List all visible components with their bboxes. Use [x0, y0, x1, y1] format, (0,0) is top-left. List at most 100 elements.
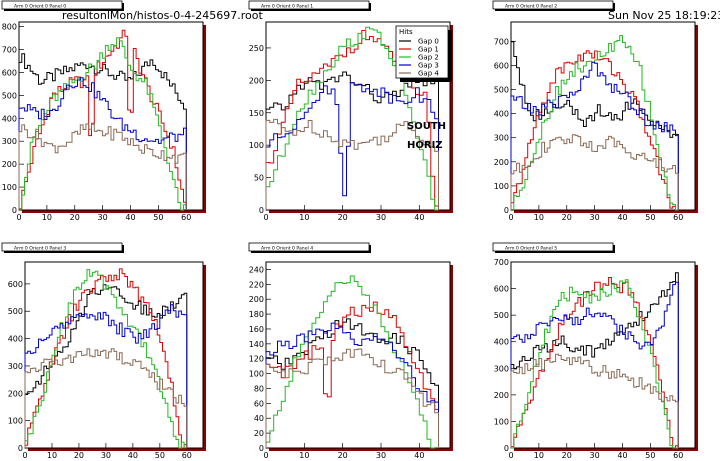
series-gap-4: [24, 348, 188, 448]
y-tick-label: 0: [259, 444, 264, 453]
x-tick-label: 50: [645, 451, 655, 460]
y-tick-label: 40: [254, 414, 264, 423]
date-stamp: Sun Nov 25 18:19:23 2007: [608, 9, 720, 22]
y-tick-label: 800: [2, 23, 17, 32]
y-tick-label: 0: [18, 444, 23, 453]
legend-entry: Gap 2: [418, 54, 439, 62]
y-tick-label: 500: [494, 85, 509, 94]
y-tick-label: 100: [8, 417, 23, 426]
y-tick-label: 400: [2, 114, 17, 123]
series-gap-4: [510, 134, 679, 210]
y-tick-label: 200: [8, 389, 23, 398]
x-tick-label: 20: [338, 451, 348, 460]
panel-title: Arm 0 Orient 0 Panel 4: [261, 245, 313, 251]
series-gap-3: [510, 61, 679, 210]
x-tick-label: 40: [125, 213, 135, 222]
y-tick-label: 100: [494, 417, 509, 426]
y-tick-label: 500: [494, 311, 509, 320]
legend-entry: Gap 1: [418, 46, 439, 54]
legend-box: [395, 25, 449, 79]
series-gap-2: [265, 26, 439, 211]
y-tick-label: 100: [249, 141, 264, 150]
series-gap-3: [24, 304, 188, 448]
histogram-panel-2: Arm 0 Orient 0 Panel 2010020030040050060…: [492, 0, 698, 222]
histogram-panel-3: Arm 0 Orient 0 Panel 3010020030040050060…: [1, 242, 206, 460]
x-tick-label: 0: [22, 451, 27, 460]
x-tick-label: 20: [74, 451, 84, 460]
x-tick-label: 40: [617, 213, 627, 222]
panel-title: Arm 0 Orient 0 Panel 2: [505, 3, 557, 9]
series-gap-4: [510, 353, 679, 448]
x-tick-label: 40: [414, 213, 424, 222]
series-gap-2: [18, 37, 187, 211]
y-tick-label: 300: [2, 137, 17, 146]
x-tick-label: 10: [534, 213, 544, 222]
x-tick-label: 10: [534, 451, 544, 460]
series-gap-3: [265, 82, 439, 210]
x-tick-label: 0: [263, 451, 268, 460]
x-tick-label: 30: [98, 213, 108, 222]
y-tick-label: 500: [2, 91, 17, 100]
x-tick-label: 20: [70, 213, 80, 222]
file-title: resultonlMon/histos-0-4-245697.root: [62, 9, 263, 22]
histogram-panel-5: Arm 0 Orient 0 Panel 5010020030040050060…: [492, 242, 698, 460]
x-tick-label: 10: [299, 213, 309, 222]
x-tick-label: 10: [47, 451, 57, 460]
x-tick-label: 60: [673, 451, 683, 460]
x-tick-label: 20: [562, 213, 572, 222]
y-tick-label: 20: [254, 429, 264, 438]
x-tick-label: 10: [299, 451, 309, 460]
series-gap-0: [510, 272, 679, 448]
y-tick-label: 600: [494, 285, 509, 294]
y-tick-label: 200: [2, 160, 17, 169]
y-tick-label: 100: [494, 182, 509, 191]
x-tick-label: 60: [673, 213, 683, 222]
x-tick-label: 30: [590, 213, 600, 222]
y-tick-label: 0: [504, 444, 509, 453]
y-tick-label: 60: [254, 399, 264, 408]
y-tick-label: 300: [8, 362, 23, 371]
histogram-panel-0: Arm 0 Orient 0 Panel 0 0 100 200 300 400 500 60…: [1, 0, 206, 222]
y-tick-label: 300: [494, 134, 509, 143]
series-gap-1: [265, 301, 439, 448]
y-tick-label: 300: [494, 364, 509, 373]
y-tick-label: 500: [8, 307, 23, 316]
y-tick-label: 0: [259, 206, 264, 215]
x-tick-label: 0: [263, 213, 268, 222]
x-tick-label: 30: [376, 213, 386, 222]
y-tick-label: 220: [249, 280, 264, 289]
legend-entry: Gap 0: [418, 38, 439, 46]
panel-title: Arm 0 Orient 0 Panel 5: [505, 245, 557, 251]
series-gap-4: [18, 122, 187, 210]
x-tick-label: 50: [155, 451, 165, 460]
y-tick-label: 240: [249, 265, 264, 274]
x-tick-label: 0: [508, 451, 513, 460]
panel-title-box: [248, 0, 370, 10]
series-gap-4: [265, 348, 439, 448]
y-tick-label: 700: [494, 258, 509, 267]
y-tick-label: 600: [8, 280, 23, 289]
series-gap-3: [510, 281, 679, 448]
x-tick-label: 40: [617, 451, 627, 460]
y-tick-label: 0: [504, 206, 509, 215]
y-tick-label: 180: [249, 310, 264, 319]
y-tick-label: 400: [494, 338, 509, 347]
y-tick-label: 400: [494, 110, 509, 119]
series-gap-1: [510, 50, 679, 211]
x-tick-label: 60: [182, 451, 192, 460]
y-tick-label: 600: [2, 68, 17, 77]
panel-title-box: [1, 0, 123, 10]
x-tick-label: 40: [414, 451, 424, 460]
panel-title: Arm 0 Orient 0 Panel 0: [14, 3, 66, 9]
y-tick-label: 100: [249, 370, 264, 379]
x-tick-label: 20: [338, 213, 348, 222]
y-tick-label: 0: [12, 206, 17, 215]
panel-title: Arm 0 Orient 0 Panel 1: [261, 3, 313, 9]
panel-title: Arm 0 Orient 0 Panel 3: [14, 245, 66, 251]
series-gap-3: [18, 77, 187, 210]
y-tick-label: 200: [494, 391, 509, 400]
y-tick-label: 100: [2, 183, 17, 192]
x-tick-label: 30: [376, 451, 386, 460]
y-tick-label: 150: [249, 109, 264, 118]
